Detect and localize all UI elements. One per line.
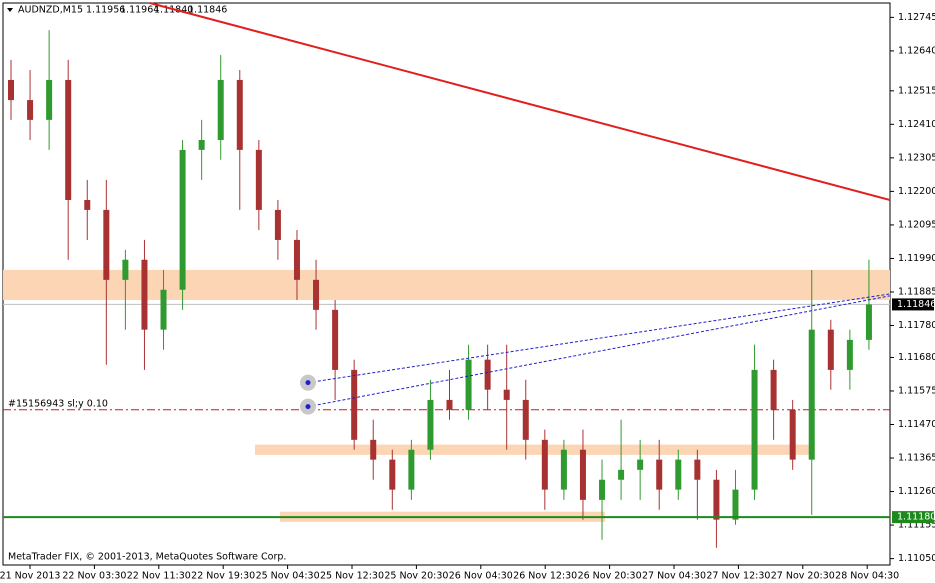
candle-body	[599, 479, 606, 500]
y-tick-label: 1.12095	[898, 219, 935, 230]
candle-body	[274, 209, 281, 240]
candle-body	[370, 439, 377, 460]
y-tick-label: 1.11780	[898, 320, 935, 331]
candle-body	[465, 359, 472, 410]
candle-body	[65, 79, 72, 201]
candle-body	[255, 149, 262, 210]
channel-line	[307, 295, 891, 408]
y-tick-label: 1.11990	[898, 253, 935, 264]
open: 1.11956	[86, 5, 125, 16]
candle-body	[560, 449, 567, 490]
symbol: AUDNZD,M15	[18, 5, 83, 16]
candle-body	[236, 79, 243, 150]
order-label: #15156943 sl;y 0.10	[8, 398, 108, 409]
candle-body	[770, 369, 777, 410]
support-price-label: 1.11180	[897, 512, 935, 523]
x-tick-label: 27 Nov 12:30	[706, 571, 770, 582]
candle-body	[522, 399, 529, 440]
candle-body	[332, 309, 339, 370]
candle-body	[484, 359, 491, 390]
high: 1.11964	[120, 5, 159, 16]
candle-body	[217, 79, 224, 140]
zone	[255, 444, 810, 455]
candle-body	[160, 289, 167, 330]
y-tick-label: 1.12515	[898, 85, 935, 96]
x-tick-label: 27 Nov 04:30	[642, 571, 706, 582]
y-tick-label: 1.12410	[898, 119, 935, 130]
x-tick-label: 22 Nov 03:30	[62, 571, 126, 582]
x-tick-label: 25 Nov 20:30	[384, 571, 448, 582]
close: 1.11846	[188, 5, 227, 16]
y-tick-label: 1.11885	[898, 286, 935, 297]
y-tick-label: 1.12745	[898, 12, 935, 23]
candle-body	[846, 339, 853, 370]
y-tick-label: 1.11680	[898, 352, 935, 363]
candle-body	[103, 209, 110, 280]
current-price-label: 1.11846	[897, 299, 935, 310]
anchor-dot	[305, 404, 311, 410]
candle-body	[293, 239, 300, 280]
x-tick-label: 28 Nov 04:30	[835, 571, 899, 582]
y-tick-label: 1.12200	[898, 186, 935, 197]
candle-body	[446, 399, 453, 410]
x-tick-label: 22 Nov 11:30	[127, 571, 191, 582]
x-tick-label: 26 Nov 12:30	[513, 571, 577, 582]
x-tick-label: 25 Nov 04:30	[256, 571, 320, 582]
candle-body	[618, 469, 625, 480]
candle-body	[122, 259, 129, 280]
candle-body	[751, 369, 758, 490]
candle-body	[732, 489, 739, 520]
x-tick-label: 26 Nov 20:30	[578, 571, 642, 582]
x-tick-label: 26 Nov 04:30	[449, 571, 513, 582]
footer: MetaTrader FIX, © 2001-2013, MetaQuotes …	[8, 552, 286, 563]
x-tick-label: 21 Nov 2013	[0, 571, 60, 582]
zone	[3, 269, 890, 300]
candle-body	[198, 139, 205, 150]
candle-body	[865, 304, 872, 340]
candle-body	[656, 459, 663, 490]
y-tick-label: 1.11470	[898, 419, 935, 430]
support-price-box	[892, 511, 934, 524]
candle-body	[179, 149, 186, 290]
anchor-dot	[305, 380, 311, 386]
candle-body	[694, 459, 701, 480]
y-tick-label: 1.11050	[898, 553, 935, 564]
trendline	[149, 2, 891, 201]
candle-body	[389, 459, 396, 490]
y-tick-label: 1.11365	[898, 453, 935, 464]
candle-body	[8, 79, 14, 101]
candle-body	[541, 439, 548, 490]
candle-body	[141, 259, 148, 330]
y-tick-label: 1.11260	[898, 486, 935, 497]
current-price-box	[892, 298, 934, 311]
y-tick-label: 1.12640	[898, 45, 935, 56]
y-tick-label: 1.11155	[898, 520, 935, 531]
candle-body	[789, 409, 796, 460]
candle-body	[427, 399, 434, 450]
candle-body	[503, 389, 510, 400]
x-tick-label: 22 Nov 19:30	[191, 571, 255, 582]
candle-body	[808, 329, 815, 460]
candle-body	[27, 100, 34, 120]
x-tick-label: 25 Nov 12:30	[320, 571, 384, 582]
x-tick-label: 27 Nov 20:30	[771, 571, 835, 582]
candle-body	[351, 369, 358, 440]
channel-line	[307, 293, 891, 384]
candle-body	[637, 459, 644, 470]
candle-body	[46, 79, 53, 120]
candle-body	[84, 200, 91, 210]
candle-body	[313, 279, 320, 310]
y-tick-label: 1.11575	[898, 385, 935, 396]
candle-body	[827, 329, 834, 370]
y-tick-label: 1.12305	[898, 152, 935, 163]
candle-body	[675, 459, 682, 490]
candle-body	[579, 449, 586, 500]
candle-body	[408, 449, 415, 490]
candle-body	[713, 479, 720, 520]
menu-arrow	[7, 8, 13, 12]
